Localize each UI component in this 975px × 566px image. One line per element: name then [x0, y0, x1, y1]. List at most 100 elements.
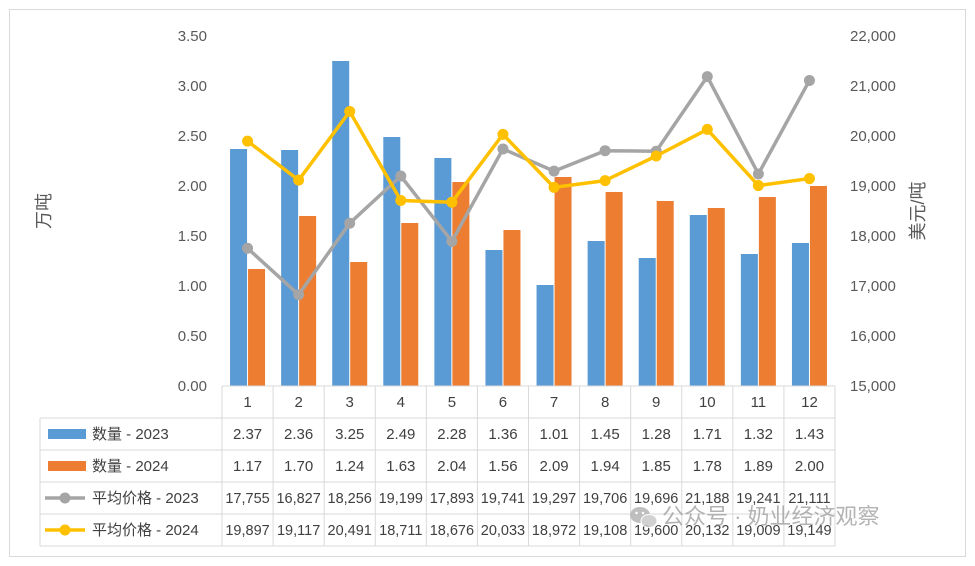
wechat-icon	[630, 507, 658, 528]
table-cell: 19,897	[225, 523, 269, 539]
left-tick-label: 1.00	[178, 278, 207, 295]
left-tick-label: 2.00	[178, 178, 207, 195]
table-cell: 1.01	[539, 426, 568, 443]
right-tick-label: 18,000	[850, 228, 896, 245]
table-cell: 3.25	[335, 426, 364, 443]
table-cell: 18,711	[379, 523, 422, 539]
table-cell: 1.71	[693, 426, 722, 443]
right-tick-label: 15,000	[850, 378, 896, 395]
table-cell: 1.32	[744, 426, 773, 443]
line-point	[701, 71, 713, 83]
right-tick-label: 17,000	[850, 278, 896, 295]
category-label: 5	[448, 394, 456, 411]
legend-series-name: 数量 - 2023	[92, 426, 169, 443]
legend-series-name: 平均价格 - 2023	[92, 490, 199, 507]
legend-series-name: 平均价格 - 2024	[92, 522, 199, 539]
legend-key-marker	[59, 524, 71, 536]
category-label: 12	[801, 394, 818, 411]
bar	[656, 201, 674, 386]
table-cell: 19,199	[379, 491, 423, 507]
bar	[248, 269, 266, 386]
line-point	[599, 175, 611, 187]
table-cell: 17,893	[430, 491, 474, 507]
table-cell: 2.09	[539, 458, 568, 475]
category-label: 11	[751, 394, 767, 411]
bar	[689, 215, 707, 386]
line-point	[344, 105, 356, 117]
bar	[299, 216, 317, 386]
table-cell: 2.04	[437, 458, 466, 475]
legend-key	[48, 461, 86, 471]
line-point	[497, 143, 509, 155]
table-cell: 21,188	[685, 491, 729, 507]
legend-key	[48, 429, 86, 439]
table-cell: 19,696	[634, 491, 678, 507]
table-cell: 20,132	[685, 523, 729, 539]
table-cell: 20,033	[481, 523, 525, 539]
table-cell: 1.24	[335, 458, 364, 475]
line-point	[548, 181, 560, 193]
category-label: 6	[499, 394, 507, 411]
table-cell: 19,108	[583, 523, 627, 539]
table-cell: 19,741	[481, 491, 525, 507]
table-cell: 1.43	[795, 426, 824, 443]
table-cell: 16,827	[276, 491, 320, 507]
left-axis: 0.00 0.50 1.00 1.50 2.00 2.50 3.00 3.50	[178, 28, 207, 395]
table-cell: 2.00	[795, 458, 824, 475]
right-tick-label: 16,000	[850, 328, 896, 345]
table-cell: 1.45	[591, 426, 620, 443]
legend-series-name: 数量 - 2024	[92, 458, 169, 475]
line-point	[650, 150, 662, 162]
line-point	[293, 289, 305, 301]
bar	[740, 254, 758, 386]
category-label: 8	[601, 394, 609, 411]
left-tick-label: 0.50	[178, 328, 207, 345]
bar	[401, 223, 419, 386]
lines	[242, 71, 815, 301]
bar	[809, 186, 827, 386]
bar	[707, 208, 725, 386]
line-point	[344, 217, 356, 229]
table-cell: 2.28	[437, 426, 466, 443]
right-axis-title: 美元/吨	[908, 181, 928, 240]
table-cell: 1.78	[693, 458, 722, 475]
table-cell: 19,297	[532, 491, 576, 507]
line-point	[599, 145, 611, 157]
bar	[434, 158, 452, 386]
watermark: 公众号 · 奶业经济观察	[630, 504, 880, 529]
left-tick-label: 0.00	[178, 378, 207, 395]
category-label: 7	[550, 394, 558, 411]
bar	[332, 61, 350, 386]
line-point	[803, 173, 815, 185]
line-point	[395, 170, 407, 182]
right-tick-label: 22,000	[850, 28, 896, 45]
line-point	[293, 174, 305, 186]
table-cell: 18,256	[328, 491, 372, 507]
watermark-text: 公众号 · 奶业经济观察	[662, 504, 880, 529]
right-tick-label: 19,000	[850, 178, 896, 195]
table-cell: 2.36	[284, 426, 313, 443]
table-cell: 1.56	[488, 458, 517, 475]
category-label: 3	[346, 394, 354, 411]
series-line	[246, 109, 810, 204]
table-cell: 19,117	[277, 523, 320, 539]
table-cell: 19,241	[736, 491, 780, 507]
line-point	[752, 168, 764, 180]
table-cell: 1.89	[744, 458, 773, 475]
table-cell: 1.85	[642, 458, 671, 475]
table-cell: 1.63	[386, 458, 415, 475]
table-cell: 19,149	[787, 523, 831, 539]
bar	[281, 150, 299, 386]
line-point	[497, 128, 509, 140]
right-axis: 15,000 16,000 17,000 18,000 19,000 20,000 21,0…	[850, 28, 896, 395]
line-point	[395, 194, 407, 206]
table-cell: 2.37	[233, 426, 262, 443]
left-axis-title: 万吨	[34, 193, 54, 229]
table-cell: 1.36	[488, 426, 517, 443]
bar	[350, 262, 368, 386]
bar	[554, 177, 572, 386]
left-tick-label: 3.00	[178, 78, 207, 95]
bar	[791, 243, 809, 386]
